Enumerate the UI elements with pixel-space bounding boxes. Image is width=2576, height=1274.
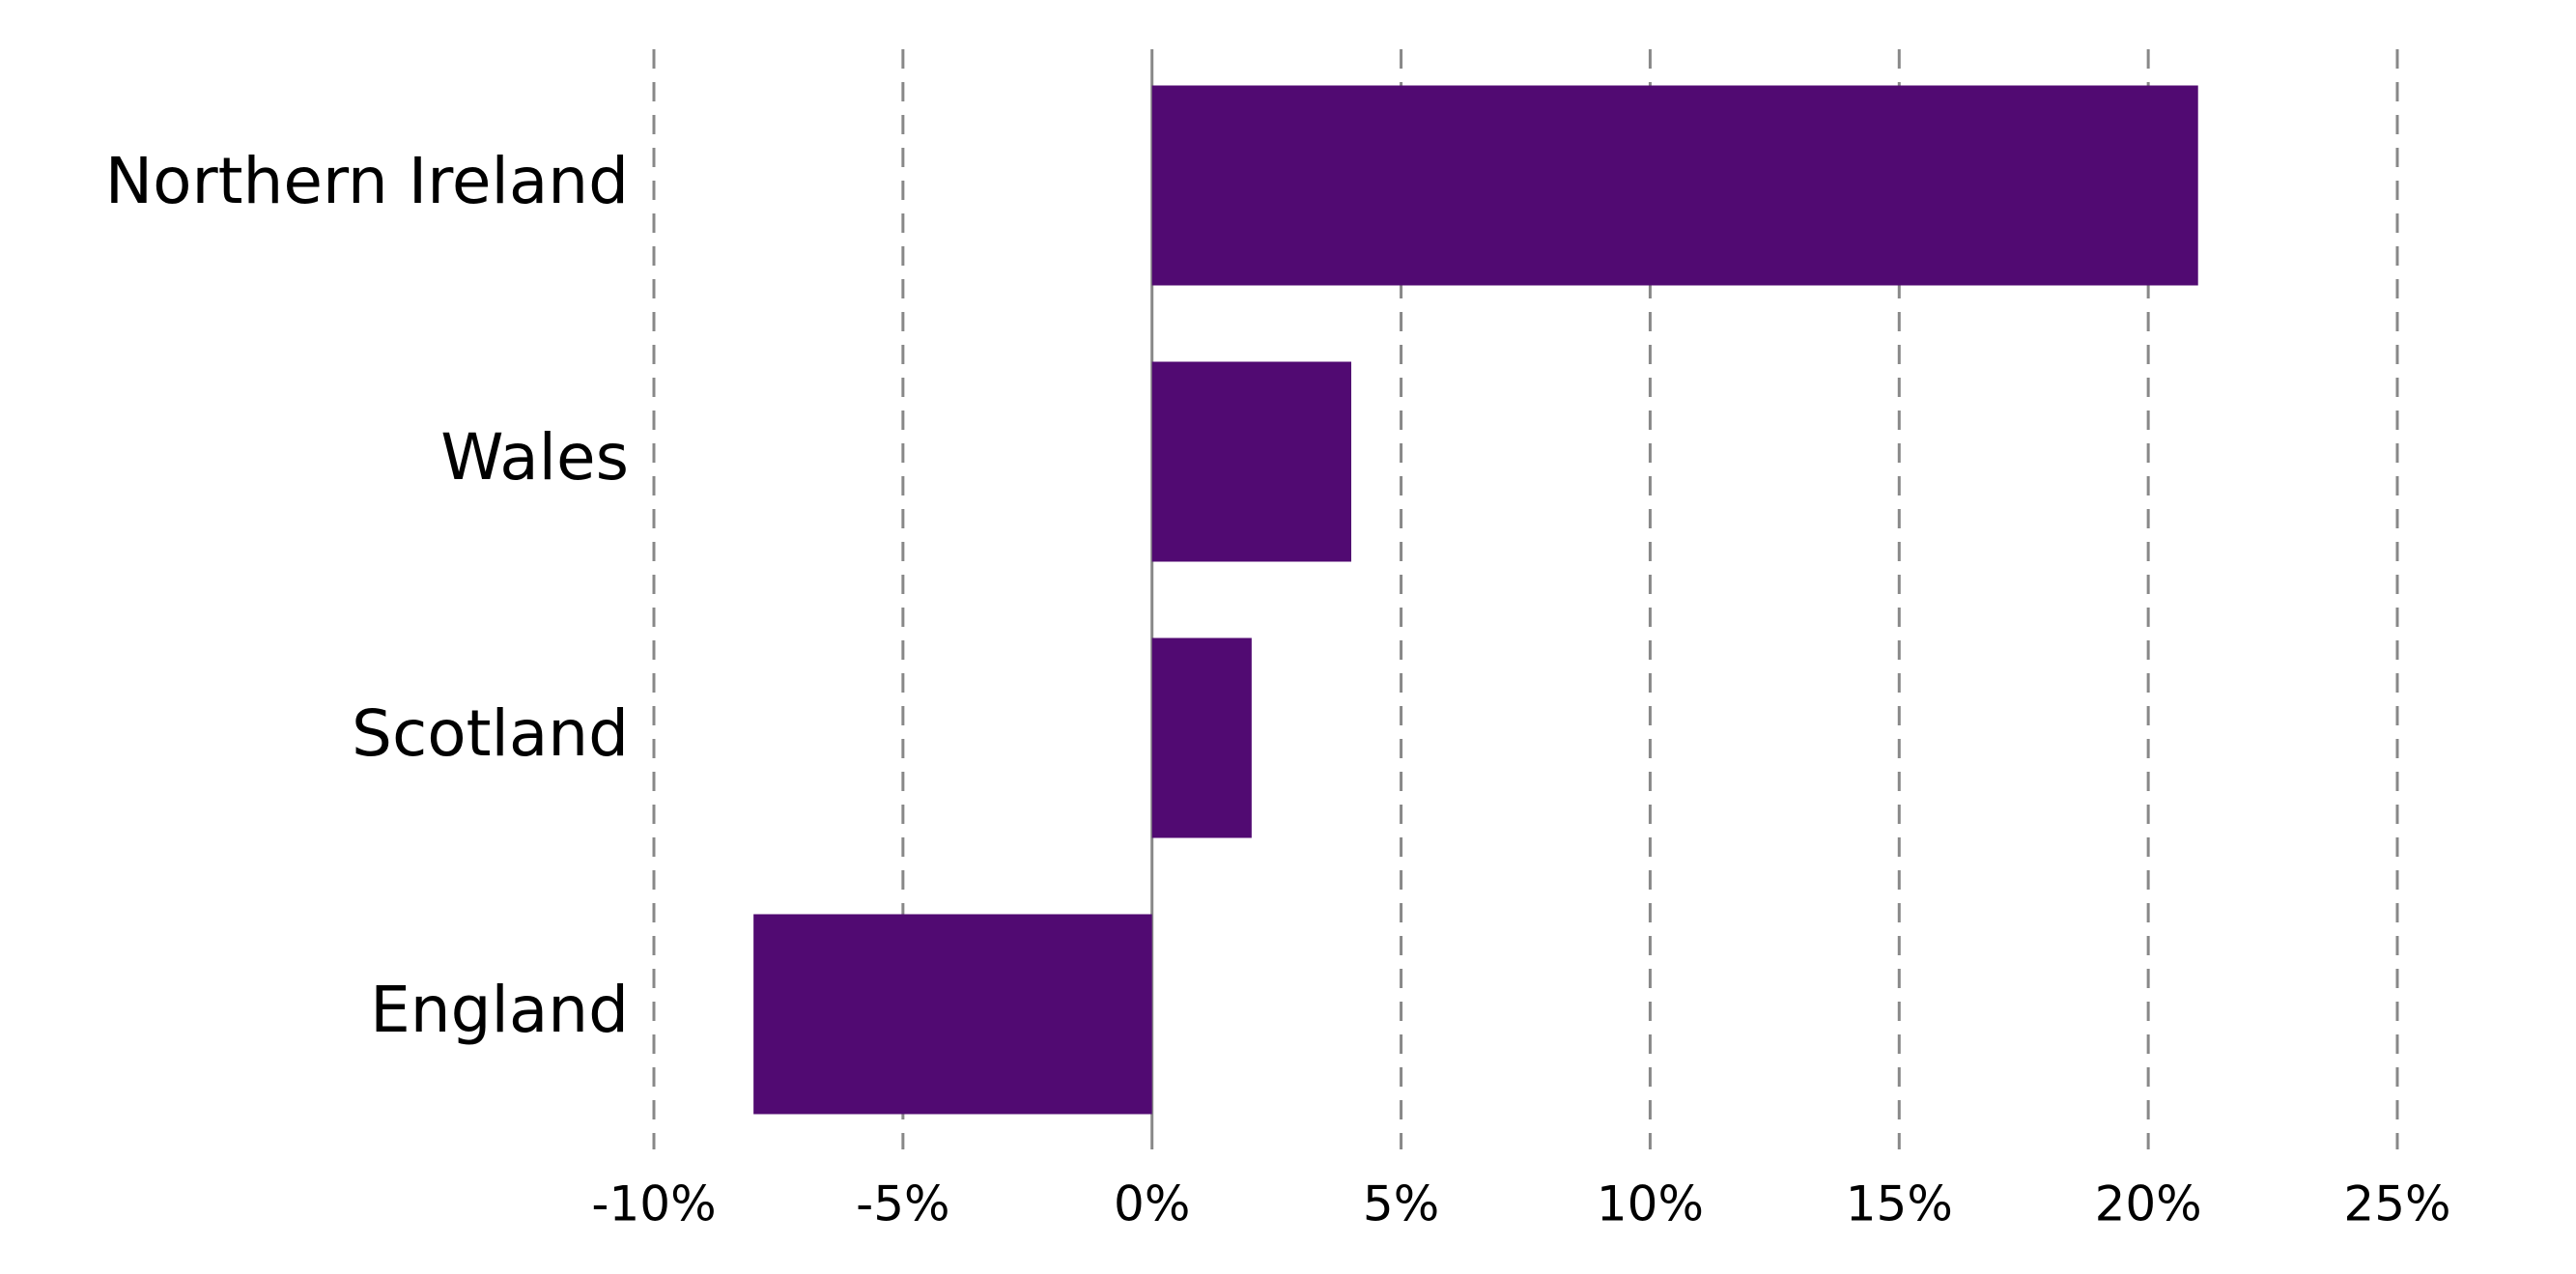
y-tick-label: Scotland [352, 696, 629, 771]
y-tick-label: England [370, 973, 629, 1047]
x-tick-label: 25% [2343, 1176, 2450, 1232]
bar [753, 914, 1152, 1115]
bar [1151, 361, 1351, 562]
y-tick-label: Wales [440, 420, 629, 495]
bar [1151, 637, 1252, 838]
x-tick-label: 5% [1363, 1176, 1439, 1232]
x-tick-label: 10% [1597, 1176, 1704, 1232]
y-tick-label: Northern Ireland [105, 144, 629, 218]
x-tick-label: 0% [1114, 1176, 1190, 1232]
x-tick-label: 20% [2095, 1176, 2202, 1232]
x-tick-label: 15% [1846, 1176, 1953, 1232]
x-tick-label: -10% [591, 1176, 716, 1232]
x-tick-label: -5% [856, 1176, 949, 1232]
bar [1151, 85, 2198, 286]
